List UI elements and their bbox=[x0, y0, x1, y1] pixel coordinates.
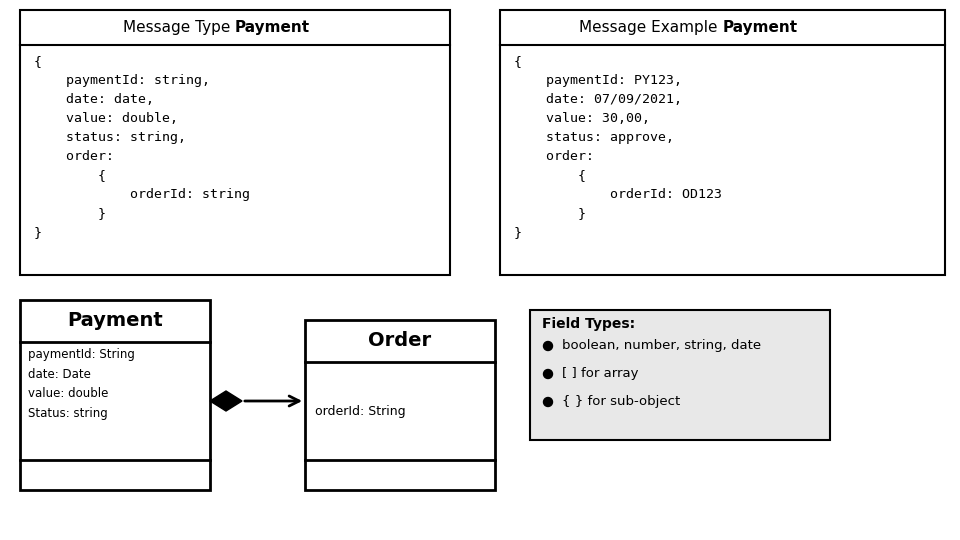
Bar bbox=[20, 10, 450, 275]
Text: {
    paymentId: PY123,
    date: 07/09/2021,
    value: 30,00,
    status: appr: { paymentId: PY123, date: 07/09/2021, va… bbox=[514, 55, 722, 239]
Bar bbox=[530, 310, 830, 440]
Text: Payment: Payment bbox=[235, 20, 310, 35]
Bar bbox=[20, 300, 210, 490]
Text: { } for sub-object: { } for sub-object bbox=[562, 395, 681, 408]
Text: Payment: Payment bbox=[723, 20, 798, 35]
Text: Payment: Payment bbox=[67, 312, 163, 330]
Polygon shape bbox=[210, 391, 242, 411]
Text: Order: Order bbox=[369, 332, 432, 350]
Text: {
    paymentId: string,
    date: date,
    value: double,
    status: string,
: { paymentId: string, date: date, value: … bbox=[34, 55, 250, 239]
Text: Field Types:: Field Types: bbox=[542, 317, 636, 331]
Text: paymentId: String
date: Date
value: double
Status: string: paymentId: String date: Date value: doub… bbox=[28, 348, 134, 420]
Text: [ ] for array: [ ] for array bbox=[562, 368, 638, 381]
Text: boolean, number, string, date: boolean, number, string, date bbox=[562, 340, 761, 353]
Text: orderId: String: orderId: String bbox=[315, 404, 406, 417]
Circle shape bbox=[543, 341, 553, 350]
Text: Message Type: Message Type bbox=[123, 20, 235, 35]
Circle shape bbox=[543, 369, 553, 379]
Text: Message Example: Message Example bbox=[579, 20, 723, 35]
Circle shape bbox=[543, 397, 553, 407]
Bar bbox=[305, 320, 495, 490]
Bar bbox=[500, 10, 945, 275]
